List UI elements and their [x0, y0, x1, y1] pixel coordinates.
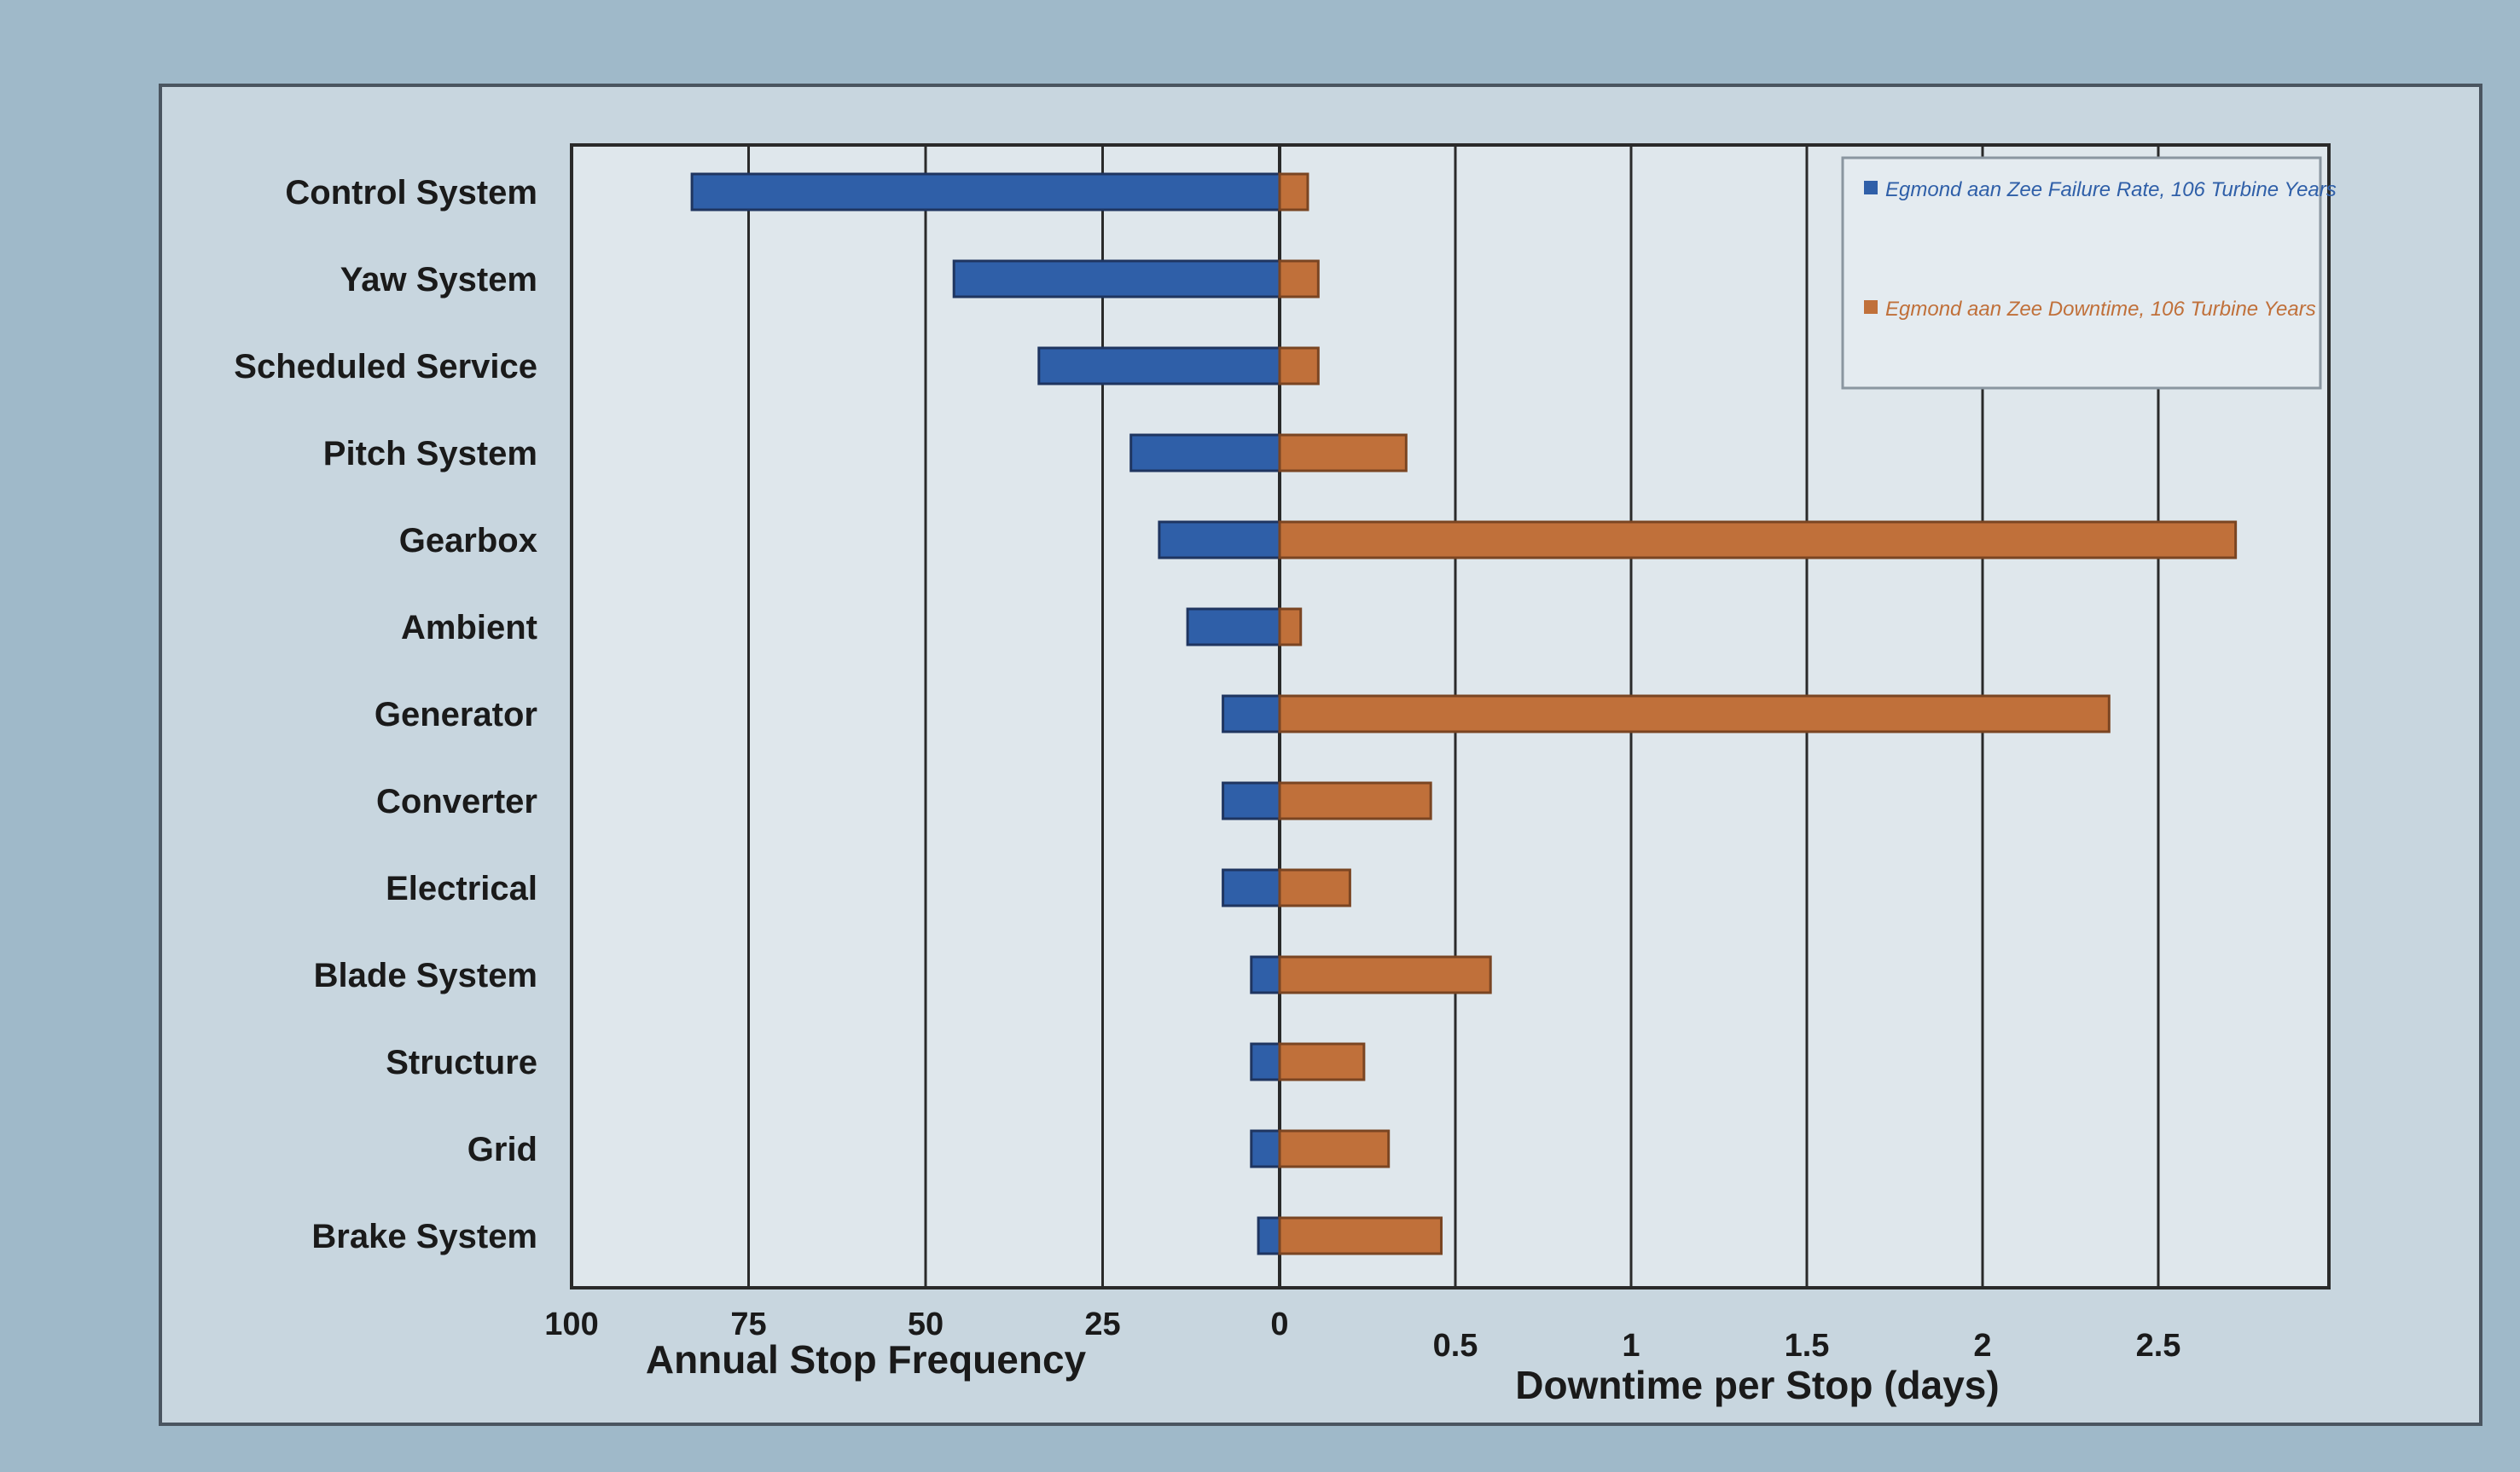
failure-rate-bar	[1186, 607, 1281, 646]
category-label: Grid	[467, 1131, 537, 1168]
downtime-bar	[1278, 172, 1309, 212]
downtime-bar	[1278, 1042, 1366, 1081]
category-label: Generator	[375, 696, 537, 733]
left-axis-label: Annual Stop Frequency	[646, 1337, 1087, 1382]
legend: Egmond aan Zee Failure Rate, 106 Turbine…	[1841, 156, 2337, 390]
left-tick-label: 25	[1084, 1307, 1120, 1342]
failure-rate-bar	[1158, 520, 1281, 559]
downtime-bar	[1278, 433, 1408, 472]
legend-swatch-failure-rate	[1864, 181, 1878, 194]
failure-rate-bar	[1222, 694, 1281, 733]
category-label: Brake System	[311, 1218, 537, 1255]
right-tick-label: 2.5	[2136, 1328, 2181, 1364]
right-axis-label: Downtime per Stop (days)	[1515, 1363, 1999, 1407]
legend-swatch-downtime	[1864, 300, 1878, 314]
category-label: Control System	[285, 174, 537, 212]
failure-rate-bar	[1257, 1216, 1281, 1255]
left-tick-label: 100	[544, 1307, 598, 1342]
right-tick-label: 2	[1973, 1328, 1991, 1364]
left-tick-label: 0	[1270, 1307, 1288, 1342]
downtime-bar	[1278, 868, 1351, 907]
failure-rate-bar	[1222, 781, 1281, 820]
downtime-bar	[1278, 1129, 1391, 1168]
failure-rate-bar	[1250, 955, 1281, 994]
legend-entry-failure-rate: Egmond aan Zee Failure Rate, 106 Turbine…	[1885, 178, 2337, 201]
failure-rate-bar	[952, 259, 1281, 298]
category-label: Yaw System	[340, 261, 537, 298]
left-tick-label: 50	[908, 1307, 944, 1342]
category-label: Gearbox	[399, 522, 537, 559]
failure-rate-bar	[1129, 433, 1281, 472]
legend-box	[1841, 156, 2322, 390]
category-label: Converter	[376, 783, 537, 820]
downtime-bar	[1278, 694, 2111, 733]
downtime-bar	[1278, 346, 1320, 385]
category-label: Blade System	[314, 957, 537, 994]
category-label: Ambient	[401, 609, 537, 646]
right-tick-label: 1.5	[1785, 1328, 1830, 1364]
failure-rate-bar	[690, 172, 1281, 212]
downtime-bar	[1278, 955, 1492, 994]
category-label: Electrical	[386, 870, 537, 907]
category-label: Pitch System	[323, 435, 537, 472]
right-tick-label: 0.5	[1433, 1328, 1478, 1364]
downtime-bar	[1278, 520, 2238, 559]
failure-rate-bar	[1222, 868, 1281, 907]
failure-rate-bar	[1037, 346, 1281, 385]
failure-rate-bar	[1250, 1042, 1281, 1081]
downtime-bar	[1278, 781, 1432, 820]
downtime-bar	[1278, 607, 1303, 646]
right-tick-label: 1	[1622, 1328, 1640, 1364]
downtime-bar	[1278, 259, 1320, 298]
left-tick-label: 75	[730, 1307, 766, 1342]
legend-entry-downtime: Egmond aan Zee Downtime, 106 Turbine Yea…	[1885, 298, 2316, 321]
failure-rate-bar	[1250, 1129, 1281, 1168]
category-label: Scheduled Service	[234, 348, 537, 385]
category-label: Structure	[386, 1044, 537, 1081]
downtime-bar	[1278, 1216, 1443, 1255]
